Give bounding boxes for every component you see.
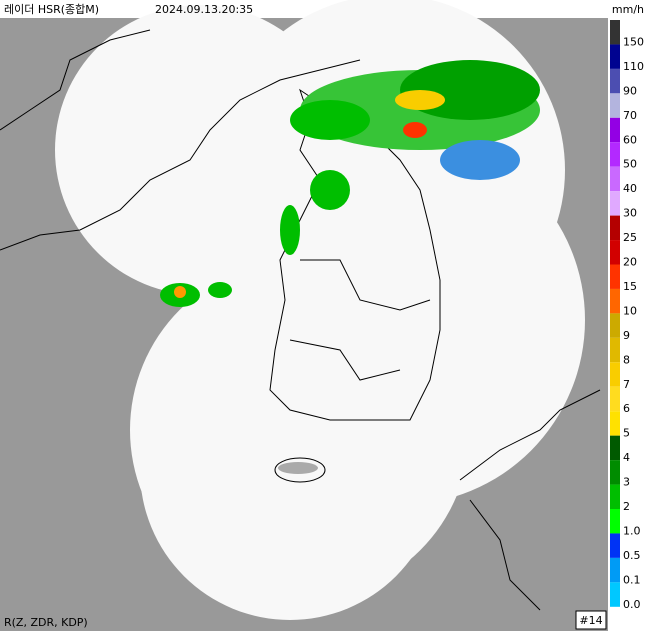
legend-label: 20	[623, 256, 637, 269]
legend-label: 1.0	[623, 524, 641, 537]
legend-swatch	[610, 68, 620, 94]
legend-swatch	[610, 313, 620, 338]
legend-swatch	[610, 191, 620, 216]
legend-label: 2	[623, 500, 630, 513]
legend-label: 5	[623, 427, 630, 440]
variables: R(Z, ZDR, KDP)	[4, 616, 88, 629]
legend-label: 4	[623, 451, 630, 464]
legend-swatch	[610, 509, 620, 534]
frame-number: #14	[579, 614, 602, 627]
legend-label: 150	[623, 35, 644, 48]
terrain-clutter	[278, 462, 318, 474]
legend-label: 8	[623, 353, 630, 366]
legend-label: 60	[623, 133, 637, 146]
legend-swatch	[610, 166, 620, 192]
legend-swatch	[610, 142, 620, 167]
legend-swatch	[610, 533, 620, 558]
legend-label: 7	[623, 378, 630, 391]
legend-label: 30	[623, 207, 637, 220]
legend-label: 0.0	[623, 598, 641, 611]
legend-label: 50	[623, 158, 637, 171]
legend-label: 90	[623, 84, 637, 97]
product-title: 레이더 HSR(종합M)	[4, 3, 99, 16]
legend-swatch	[610, 386, 620, 412]
unit: mm/h	[612, 3, 644, 16]
legend-label: 10	[623, 304, 637, 317]
legend-swatch	[610, 557, 620, 583]
legend-swatch	[610, 20, 620, 45]
legend-swatch	[610, 484, 620, 509]
legend-swatch	[610, 582, 620, 607]
legend-swatch	[610, 411, 620, 436]
legend: 150 110 90 70 60 50 40 30 25 20 15 10 9 8 7 6 5 4 3 2 1.0 0.5…	[610, 20, 644, 611]
coastlines	[0, 29, 601, 611]
legend-swatch	[610, 435, 620, 461]
legend-swatch	[610, 288, 620, 314]
legend-swatch	[610, 44, 620, 69]
timestamp: 2024.09.13.20:35	[155, 3, 253, 16]
legend-swatch	[610, 93, 620, 118]
legend-swatch	[610, 337, 620, 363]
legend-label: 6	[623, 402, 630, 415]
legend-label: 70	[623, 109, 637, 122]
legend-swatch	[610, 264, 620, 289]
legend-swatch	[610, 117, 620, 143]
legend-label: 9	[623, 329, 630, 342]
legend-label: 110	[623, 60, 644, 73]
legend-label: 15	[623, 280, 637, 293]
rain-echoes	[160, 60, 540, 307]
frame-box	[575, 610, 607, 630]
legend-swatch	[610, 215, 620, 241]
legend-swatch	[610, 240, 620, 265]
legend-label: 0.5	[623, 549, 641, 562]
legend-swatch	[610, 362, 620, 387]
legend-label: 25	[623, 231, 637, 244]
legend-label: 0.1	[623, 573, 641, 586]
legend-label: 3	[623, 476, 630, 489]
legend-label: 40	[623, 182, 637, 195]
legend-swatch	[610, 460, 620, 485]
